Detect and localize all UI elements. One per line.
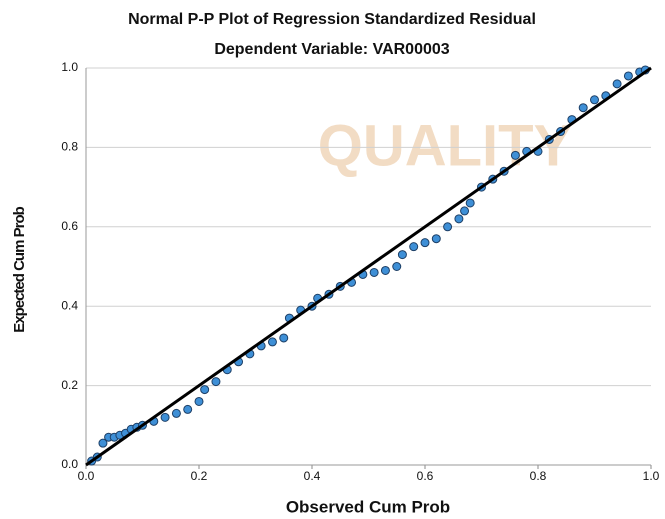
y-axis-label: Expected Cum Prob [11, 206, 28, 332]
point [460, 206, 470, 216]
x-axis-label: Observed Cum Prob [286, 497, 450, 516]
point [420, 238, 430, 248]
point [211, 377, 221, 387]
point [171, 408, 181, 418]
point [409, 242, 419, 252]
x-tick-label: 0.6 [417, 469, 434, 483]
point [380, 265, 390, 275]
point [194, 396, 204, 406]
point [183, 404, 193, 414]
point [578, 103, 588, 113]
point [98, 438, 108, 448]
y-tick-label: 0.6 [61, 219, 78, 233]
x-tick-label: 0.4 [304, 469, 321, 483]
x-tick-label: 1.0 [643, 469, 660, 483]
reference-line [85, 66, 652, 467]
y-tick-label: 0.8 [61, 140, 78, 154]
y-tick-label: 0.0 [61, 457, 78, 471]
point [160, 412, 170, 422]
point [267, 337, 277, 347]
point [279, 333, 289, 343]
point [612, 79, 622, 89]
point [510, 150, 520, 160]
x-tick-label: 0.0 [78, 469, 95, 483]
point [369, 267, 379, 277]
point [623, 71, 633, 81]
point [454, 214, 464, 224]
x-tick-label: 0.2 [191, 469, 208, 483]
point [465, 198, 475, 208]
point [443, 222, 453, 232]
chart-subtitle: Dependent Variable: VAR00003 [214, 41, 449, 58]
point [392, 262, 402, 271]
y-tick-label: 1.0 [61, 60, 78, 74]
point [590, 95, 599, 105]
point [200, 385, 210, 395]
point [397, 250, 407, 260]
x-tick-label: 0.8 [530, 469, 547, 483]
watermark: QUALITY [318, 113, 573, 178]
chart-title: Normal P-P Plot of Regression Standardiz… [128, 11, 536, 28]
y-tick-label: 0.2 [61, 378, 78, 392]
point [431, 234, 441, 244]
y-tick-label: 0.4 [61, 298, 78, 312]
